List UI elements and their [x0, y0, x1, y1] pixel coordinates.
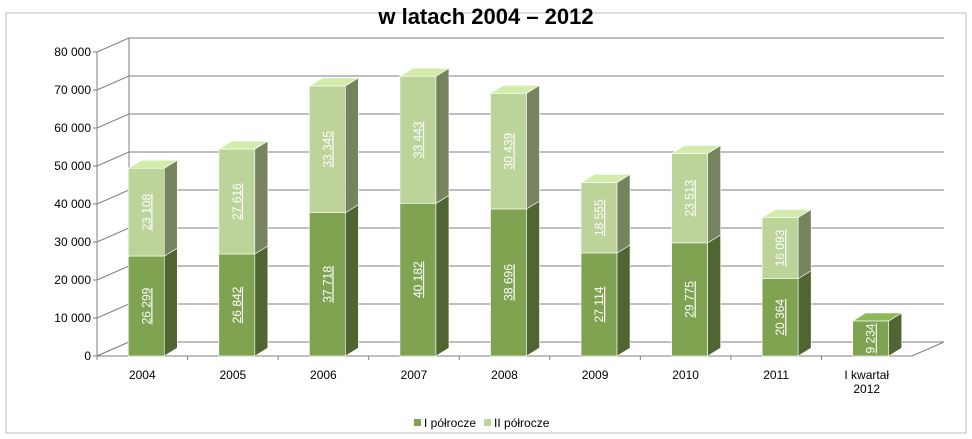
data-label: 37 718	[320, 266, 334, 303]
bar-segment-ii-polrocze: 18 555	[579, 173, 632, 254]
y-tick-label: 10 000	[54, 311, 91, 325]
bar-segment-i-polrocze: 20 364	[761, 270, 812, 357]
data-label: 26 842	[230, 286, 244, 323]
gridline-connector	[96, 37, 130, 53]
y-tick-label: 70 000	[54, 83, 91, 97]
legend-label: I półrocze	[424, 416, 476, 430]
x-tick-label: 2011	[763, 368, 789, 382]
data-label: 27 616	[230, 183, 244, 220]
y-tick-label: 0	[84, 349, 91, 363]
x-tick-label: 2008	[491, 368, 518, 382]
bar-segment-ii-polrocze: 16 093	[761, 208, 813, 280]
gridline-connector	[96, 113, 130, 129]
data-label: 16 093	[773, 229, 787, 266]
y-tick-label: 60 000	[54, 121, 91, 135]
y-tick-label: 80 000	[54, 45, 91, 59]
x-tick-label: 2010	[672, 368, 699, 382]
bar-segment-ii-polrocze: 23 108	[127, 159, 179, 257]
bar-segment-ii-polrocze: 30 439	[489, 84, 541, 210]
bar-segment-ii-polrocze: 33 345	[308, 77, 360, 214]
bar-segment-i-polrocze: 26 842	[218, 245, 269, 357]
bar-segment-ii-polrocze: 33 443	[398, 67, 451, 204]
bar-segment-i-polrocze: 29 775	[671, 234, 721, 357]
y-tick-label: 50 000	[54, 159, 91, 173]
chart-title: w latach 2004 – 2012	[377, 4, 593, 29]
gridline-connector	[96, 265, 130, 281]
gridline-connector	[96, 303, 130, 319]
bar-segment-i-polrocze: 9 234	[851, 312, 903, 357]
gridline-connector	[96, 189, 130, 205]
x-tick-label: 2004	[129, 368, 156, 382]
data-label: 33 345	[320, 131, 334, 168]
gridline-connector	[96, 151, 130, 167]
data-label: 29 775	[683, 281, 697, 318]
x-tick-label: 2006	[310, 368, 337, 382]
bar-segment-i-polrocze: 27 114	[580, 244, 631, 357]
data-label: 27 114	[592, 286, 606, 322]
bar-segment-i-polrocze: 38 696	[490, 200, 540, 357]
data-label: 26 299	[139, 287, 153, 324]
x-tick-label: 2005	[219, 368, 246, 382]
legend-entry: II półrocze	[484, 416, 550, 430]
legend-swatch	[484, 419, 492, 426]
x-tick-label: 2009	[582, 368, 609, 382]
x-tick-label: I kwartał 2012	[844, 368, 889, 396]
data-label: 33 443	[411, 121, 425, 158]
data-label: 30 439	[502, 132, 516, 169]
data-label: 9 234	[864, 323, 878, 353]
y-tick-label: 30 000	[54, 235, 91, 249]
data-label: 18 555	[592, 199, 606, 236]
legend-swatch	[414, 419, 421, 426]
bar-segment-i-polrocze: 26 299	[127, 247, 178, 357]
data-label: 38 696	[502, 264, 516, 301]
bar-segment-i-polrocze: 40 182	[399, 194, 450, 357]
data-label: 20 364	[773, 299, 787, 336]
bar-segment-ii-polrocze: 27 616	[217, 140, 269, 255]
data-label: 23 108	[139, 193, 153, 230]
data-label: 23 513	[683, 180, 697, 217]
gridline-connector	[96, 75, 130, 91]
data-label: 40 182	[411, 261, 425, 298]
bar-segment-ii-polrocze: 23 513	[670, 144, 722, 244]
legend-entry: I półrocze	[414, 416, 476, 430]
y-tick-label: 40 000	[54, 197, 91, 211]
gridline-connector	[96, 227, 130, 243]
bar-segment-i-polrocze: 37 718	[309, 204, 359, 357]
y-tick-label: 20 000	[54, 273, 91, 287]
x-tick-label: 2007	[401, 368, 428, 382]
legend-label: II półrocze	[494, 416, 550, 430]
